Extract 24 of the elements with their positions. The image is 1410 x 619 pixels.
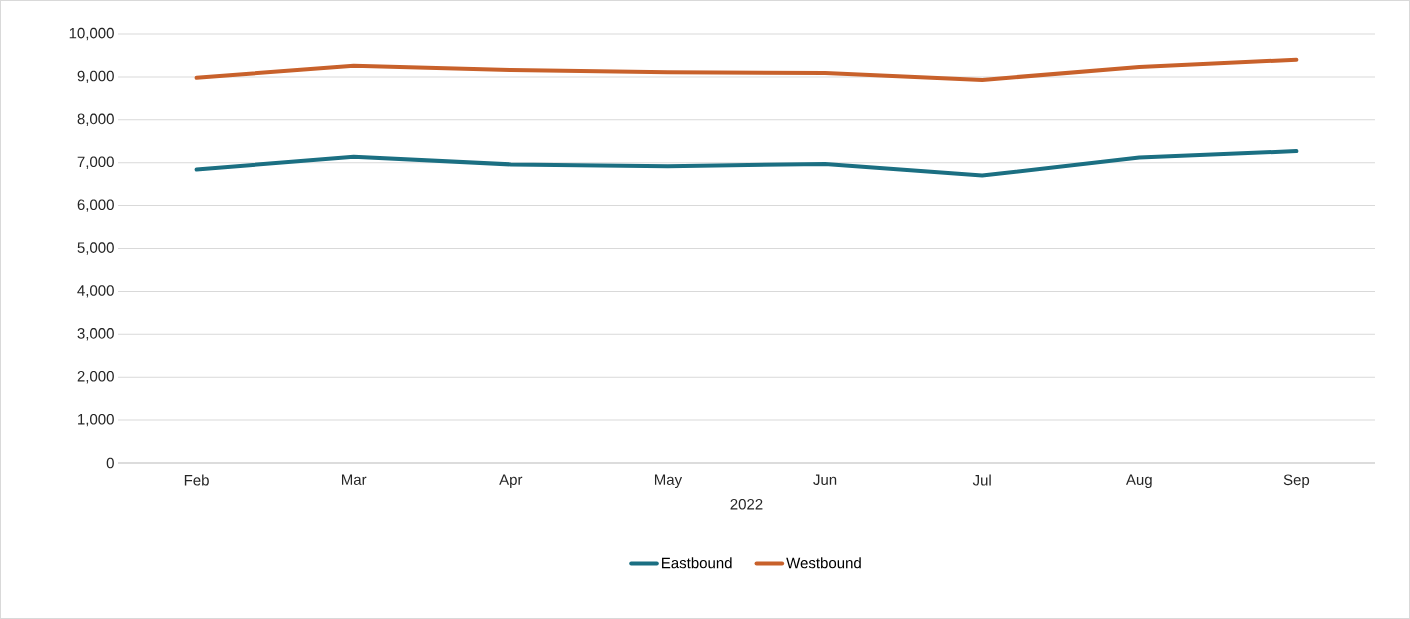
- x-tick-label: Sep: [1283, 474, 1310, 489]
- y-tick-label: 7,000: [77, 156, 114, 169]
- x-axis-title: 2022: [730, 498, 763, 510]
- x-tick-label: Feb: [184, 474, 209, 486]
- y-tick-label: 5,000: [77, 242, 114, 255]
- y-tick-label: 10,000: [69, 27, 114, 41]
- y-tick-label: 4,000: [77, 285, 114, 298]
- y-tick-label: 0: [106, 457, 114, 469]
- y-tick-label: 1,000: [78, 413, 114, 427]
- line-series: [194, 57, 1299, 82]
- y-tick-label: 3,000: [77, 328, 114, 341]
- y-tick-label: 6,000: [77, 199, 114, 212]
- x-tick-label: Apr: [499, 474, 523, 488]
- x-tick-label: Jul: [972, 474, 991, 486]
- y-tick-label: 9,000: [77, 70, 114, 84]
- y-tick-label: 8,000: [77, 113, 114, 126]
- legend-label: Westbound: [786, 557, 861, 569]
- x-tick-label: Mar: [341, 474, 367, 485]
- x-tick-label: May: [654, 474, 683, 488]
- line-series: [194, 149, 1299, 178]
- x-tick-label: Aug: [1125, 474, 1152, 488]
- legend-label: Eastbound: [662, 557, 732, 569]
- x-tick-label: Jun: [813, 474, 837, 485]
- y-tick-label: 2,000: [77, 371, 114, 384]
